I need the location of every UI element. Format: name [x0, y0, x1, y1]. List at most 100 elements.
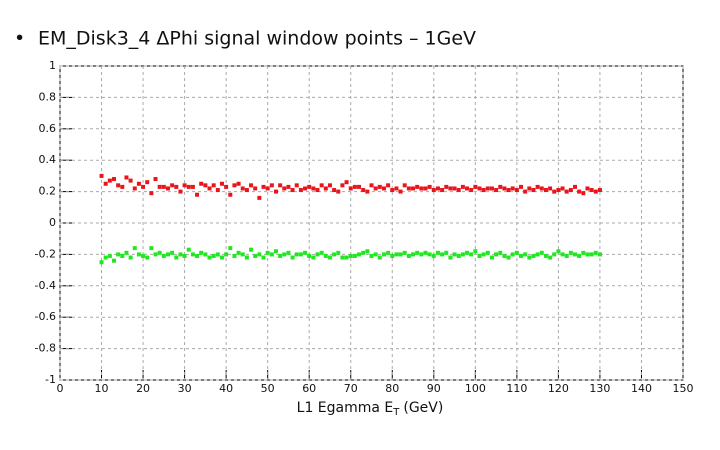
point [145, 180, 150, 185]
point [99, 260, 104, 265]
point [199, 250, 204, 255]
point [373, 186, 378, 191]
point [365, 189, 370, 194]
point [481, 188, 486, 193]
point [211, 183, 216, 188]
point [215, 188, 220, 193]
point [585, 252, 590, 257]
point [273, 249, 278, 254]
point [406, 186, 411, 191]
x-tick-label: 140 [631, 382, 652, 395]
x-tick-label: 0 [57, 382, 64, 395]
point [340, 183, 345, 188]
point [573, 252, 578, 257]
point [174, 184, 179, 189]
point [477, 186, 482, 191]
point [481, 252, 486, 257]
point [390, 253, 395, 258]
point [398, 189, 403, 194]
point [311, 255, 316, 260]
point [510, 252, 515, 257]
point [107, 178, 112, 183]
point [319, 183, 324, 188]
point [344, 180, 349, 185]
point [303, 186, 308, 191]
point [103, 255, 108, 260]
point [219, 255, 224, 260]
point [435, 186, 440, 191]
point [319, 250, 324, 255]
point [460, 184, 465, 189]
point [103, 181, 108, 186]
point [332, 252, 337, 257]
y-tick-label: 0 [49, 216, 56, 229]
point [361, 188, 366, 193]
point [548, 186, 553, 191]
point [556, 249, 561, 254]
point [128, 255, 133, 260]
point [170, 183, 175, 188]
point [182, 183, 187, 188]
point [207, 255, 212, 260]
point [431, 253, 436, 258]
point [352, 253, 357, 258]
point [249, 183, 254, 188]
point [203, 183, 208, 188]
point [132, 186, 137, 191]
point [253, 186, 258, 191]
point [199, 181, 204, 186]
point [186, 247, 191, 252]
point [120, 184, 125, 189]
point [402, 183, 407, 188]
point [236, 250, 241, 255]
point [161, 253, 166, 258]
point [315, 252, 320, 257]
y-tick-label: -1 [45, 373, 56, 386]
point [543, 188, 548, 193]
y-tick-label: 1 [49, 59, 56, 72]
x-tick-label: 50 [261, 382, 275, 395]
point [323, 253, 328, 258]
point [107, 253, 112, 258]
point [257, 195, 262, 200]
point [523, 252, 528, 257]
point [170, 250, 175, 255]
point [440, 188, 445, 193]
point [365, 249, 370, 254]
point [577, 189, 582, 194]
point [568, 250, 573, 255]
point [535, 252, 540, 257]
point [469, 188, 474, 193]
x-tick-label: 90 [427, 382, 441, 395]
x-tick-label: 120 [548, 382, 569, 395]
point [477, 253, 482, 258]
point [506, 255, 511, 260]
point [124, 250, 129, 255]
point [440, 252, 445, 257]
point [340, 255, 345, 260]
x-tick-label: 20 [136, 382, 150, 395]
point [465, 186, 470, 191]
point [465, 250, 470, 255]
point [548, 255, 553, 260]
point [543, 253, 548, 258]
point [344, 255, 349, 260]
point [228, 246, 233, 251]
point [564, 253, 569, 258]
point [581, 250, 586, 255]
point [253, 253, 258, 258]
point [377, 184, 382, 189]
y-tick-label: -0.8 [35, 342, 56, 355]
point [373, 252, 378, 257]
point [294, 252, 299, 257]
x-tick-label: 30 [178, 382, 192, 395]
point [244, 255, 249, 260]
point [510, 186, 515, 191]
point [448, 186, 453, 191]
point [415, 184, 420, 189]
point [589, 188, 594, 193]
x-tick-label: 10 [95, 382, 109, 395]
point [269, 183, 274, 188]
point [456, 253, 461, 258]
